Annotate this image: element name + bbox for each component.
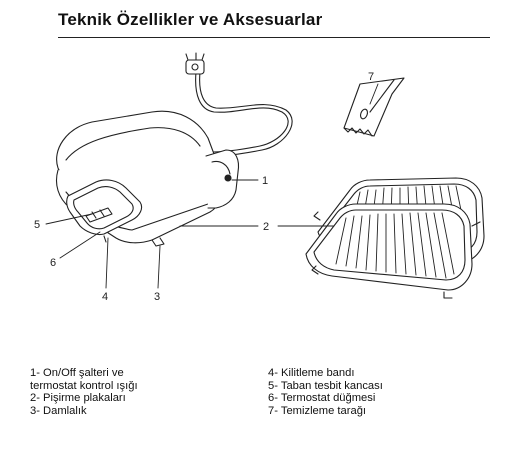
callout-4: 4 (102, 291, 108, 303)
plug-icon (185, 52, 205, 75)
title-underline (58, 37, 490, 38)
callout-6: 6 (50, 257, 56, 269)
callout-3: 3 (154, 291, 160, 303)
legend-item: 1- On/Off şalteri ve (30, 367, 124, 379)
legend-item: 7- Temizleme tarağı (268, 404, 367, 417)
callout-1: 1 (262, 175, 268, 187)
callout-lines (45, 83, 379, 289)
legend-item: 2- Pişirme plakaları (30, 392, 126, 404)
legend-item: termostat kontrol ışığı (30, 379, 138, 392)
legend-left: 1- On/Off şalteri ve termostat kontrol ı… (30, 367, 138, 417)
callout-2: 2 (263, 221, 269, 233)
callout-5: 5 (34, 219, 40, 231)
scraper-tool (343, 77, 405, 137)
indicator-light-icon (224, 174, 232, 182)
callout-7: 7 (368, 71, 374, 83)
legend-item: 5- Taban tesbit kancası (268, 379, 383, 392)
legend-item: 3- Damlalık (30, 404, 87, 417)
legend-item: 4- Kilitleme bandı (268, 367, 355, 379)
power-cord (195, 71, 293, 157)
legend-right: 4- Kilitleme bandı 5- Taban tesbit kanca… (268, 367, 383, 417)
legend-item: 6- Termostat düğmesi (268, 392, 376, 404)
grill-body (55, 110, 240, 247)
cooking-plate (305, 203, 473, 291)
page-title: Teknik Özellikler ve Aksesuarlar (58, 10, 323, 29)
